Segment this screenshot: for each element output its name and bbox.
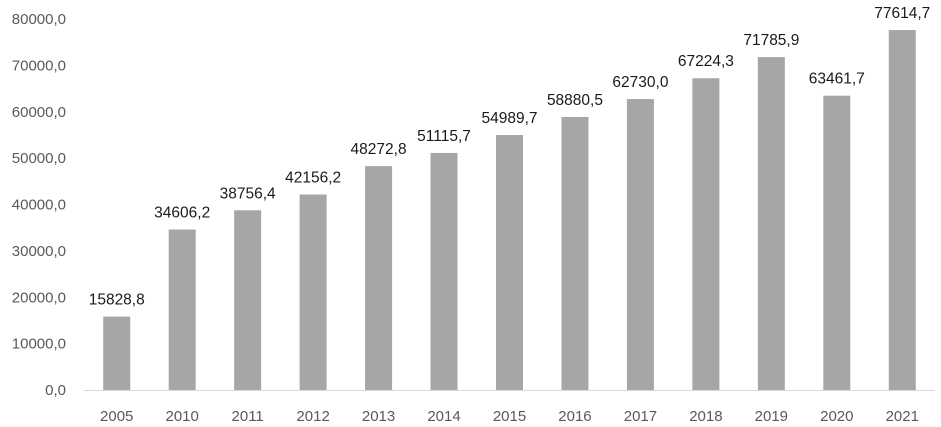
x-tick-label-2018: 2018: [689, 408, 722, 425]
data-label-2015: 54989,7: [481, 110, 537, 127]
data-label-2016: 58880,5: [547, 92, 603, 109]
bar-2011: [234, 210, 262, 390]
y-tick-label: 40000,0: [12, 197, 66, 214]
x-tick-label-2019: 2019: [755, 408, 788, 425]
y-tick-label: 20000,0: [12, 289, 66, 306]
bar-2020: [823, 95, 851, 391]
data-labels: 15828,8 34606,2 38756,4 42156,2 48272,8 51115…: [89, 5, 931, 309]
y-tick-label: 10000,0: [12, 336, 66, 353]
y-axis-tick-labels: 0,0 10000,0 20000,0 30000,0 40000,0 50000,0 60…: [12, 11, 66, 399]
bar-2012: [299, 194, 327, 390]
y-tick-label: 50000,0: [12, 150, 66, 167]
x-tick-label-2011: 2011: [232, 408, 264, 425]
x-tick-label-2015: 2015: [493, 408, 526, 425]
bar-2016: [561, 116, 589, 390]
y-tick-label: 70000,0: [12, 57, 66, 74]
x-tick-label-2016: 2016: [558, 408, 591, 425]
y-tick-label: 0,0: [45, 382, 66, 399]
y-tick-label: 80000,0: [12, 11, 66, 28]
bar-2018: [692, 78, 720, 390]
x-axis-tick-labels: 2005 2010 2011 2012 2013 2014 2015 2016 2017 2018…: [100, 408, 919, 425]
data-label-2005: 15828,8: [89, 292, 145, 309]
bar-2010: [168, 229, 196, 390]
data-label-2018: 67224,3: [678, 53, 734, 70]
data-label-2012: 42156,2: [285, 170, 341, 187]
data-label-2014: 51115,7: [417, 128, 471, 145]
bars: [103, 30, 916, 391]
x-tick-label-2014: 2014: [427, 408, 460, 425]
x-tick-label-2021: 2021: [886, 408, 919, 425]
bar-2019: [757, 57, 785, 390]
y-tick-label: 60000,0: [12, 104, 66, 121]
data-label-2013: 48272,8: [351, 141, 407, 158]
x-tick-label-2005: 2005: [100, 408, 133, 425]
data-label-2010: 34606,2: [154, 205, 210, 222]
bar-2017: [626, 99, 654, 390]
x-tick-label-2012: 2012: [296, 408, 329, 425]
x-tick-label-2017: 2017: [624, 408, 657, 425]
data-label-2011: 38756,4: [220, 185, 276, 202]
x-tick-label-2020: 2020: [820, 408, 853, 425]
x-tick-label-2010: 2010: [166, 408, 199, 425]
x-tick-label-2013: 2013: [362, 408, 395, 425]
y-tick-label: 30000,0: [12, 243, 66, 260]
bar-2013: [365, 166, 393, 390]
data-label-2021: 77614,7: [874, 5, 930, 22]
bar-2015: [496, 134, 523, 390]
data-label-2020: 63461,7: [809, 71, 865, 88]
bar-2005: [103, 316, 131, 390]
data-label-2019: 71785,9: [743, 32, 799, 49]
bar-2021: [888, 30, 916, 390]
data-label-2017: 62730,0: [612, 74, 668, 91]
bar-2014: [430, 152, 458, 390]
